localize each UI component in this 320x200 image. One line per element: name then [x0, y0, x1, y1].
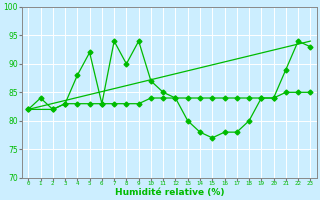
X-axis label: Humidité relative (%): Humidité relative (%): [115, 188, 224, 197]
